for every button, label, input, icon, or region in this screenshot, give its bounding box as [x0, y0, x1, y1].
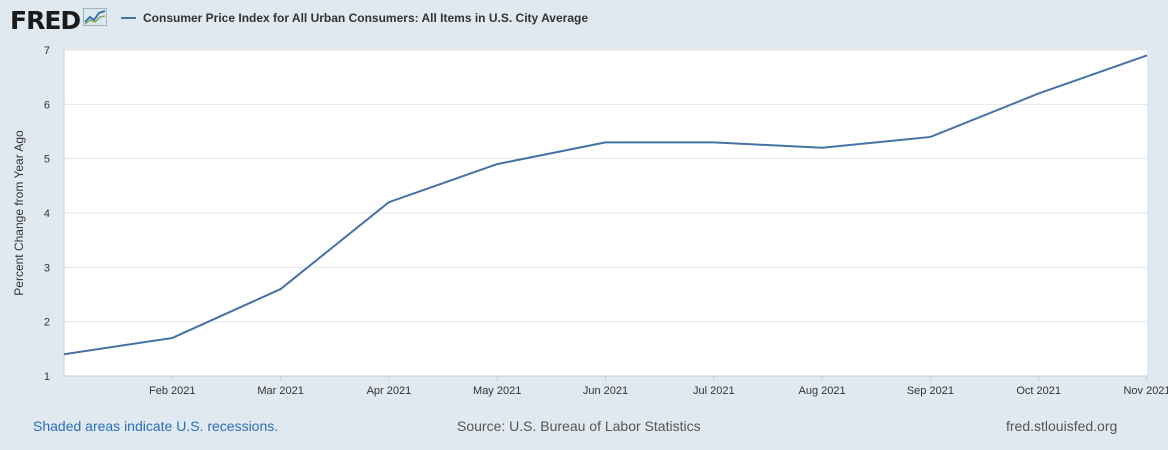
data-point[interactable]: [386, 199, 392, 205]
data-point[interactable]: [927, 134, 933, 140]
data-point[interactable]: [1144, 52, 1150, 58]
data-point[interactable]: [169, 335, 175, 341]
data-point[interactable]: [711, 139, 717, 145]
source-text: Source: U.S. Bureau of Labor Statistics: [457, 418, 701, 434]
y-axis-title: Percent Change from Year Ago: [12, 130, 26, 296]
legend-swatch: [121, 17, 136, 19]
x-tick-label: Jul 2021: [693, 385, 735, 397]
x-tick-label: Aug 2021: [799, 385, 846, 397]
chart-legend[interactable]: Consumer Price Index for All Urban Consu…: [121, 11, 588, 25]
site-url: fred.stlouisfed.org: [1006, 418, 1118, 434]
x-tick-label: Oct 2021: [1016, 385, 1061, 397]
x-tick-label: Feb 2021: [149, 385, 195, 397]
y-tick-label: 6: [44, 99, 50, 111]
y-axis: 1 2 3 4 5 6 7: [44, 45, 65, 383]
chart-header: FRED Consumer Price Index for All Urban …: [0, 0, 1168, 44]
x-tick-label: Jun 2021: [583, 385, 628, 397]
y-tick-label: 5: [44, 154, 50, 166]
series-line[interactable]: [63, 54, 1148, 356]
data-point[interactable]: [603, 139, 609, 145]
y-tick-label: 4: [44, 208, 50, 220]
y-tick-label: 1: [44, 371, 50, 383]
fred-logo[interactable]: FRED: [10, 4, 108, 36]
data-point[interactable]: [1036, 90, 1042, 96]
data-point[interactable]: [278, 286, 284, 292]
chart-footer: Shaded areas indicate U.S. recessions. S…: [0, 416, 1168, 438]
fred-chart-icon: [83, 8, 108, 26]
x-tick-label: Apr 2021: [367, 385, 412, 397]
data-point[interactable]: [61, 351, 67, 357]
x-tick-label: Sep 2021: [907, 385, 954, 397]
legend-label: Consumer Price Index for All Urban Consu…: [143, 11, 588, 25]
x-tick-label: Nov 2021: [1123, 385, 1168, 397]
series-layer: [61, 52, 1150, 357]
y-tick-label: 7: [44, 45, 50, 57]
y-tick-label: 3: [44, 262, 50, 274]
recession-note-link[interactable]: Shaded areas indicate U.S. recessions.: [33, 418, 279, 434]
fred-logo-text: FRED: [10, 5, 81, 35]
x-tick-label: May 2021: [473, 385, 521, 397]
data-point[interactable]: [819, 145, 825, 151]
data-point[interactable]: [494, 161, 500, 167]
x-tick-label: Mar 2021: [257, 385, 303, 397]
y-tick-label: 2: [44, 317, 50, 329]
chart: 1 2 3 4 5 6 7 Feb 2021 Mar 2021 Apr 2021 May 2021…: [12, 45, 1168, 397]
x-axis: Feb 2021 Mar 2021 Apr 2021 May 2021 Jun 2021…: [64, 375, 1168, 397]
grid-lines: [64, 49, 1147, 323]
